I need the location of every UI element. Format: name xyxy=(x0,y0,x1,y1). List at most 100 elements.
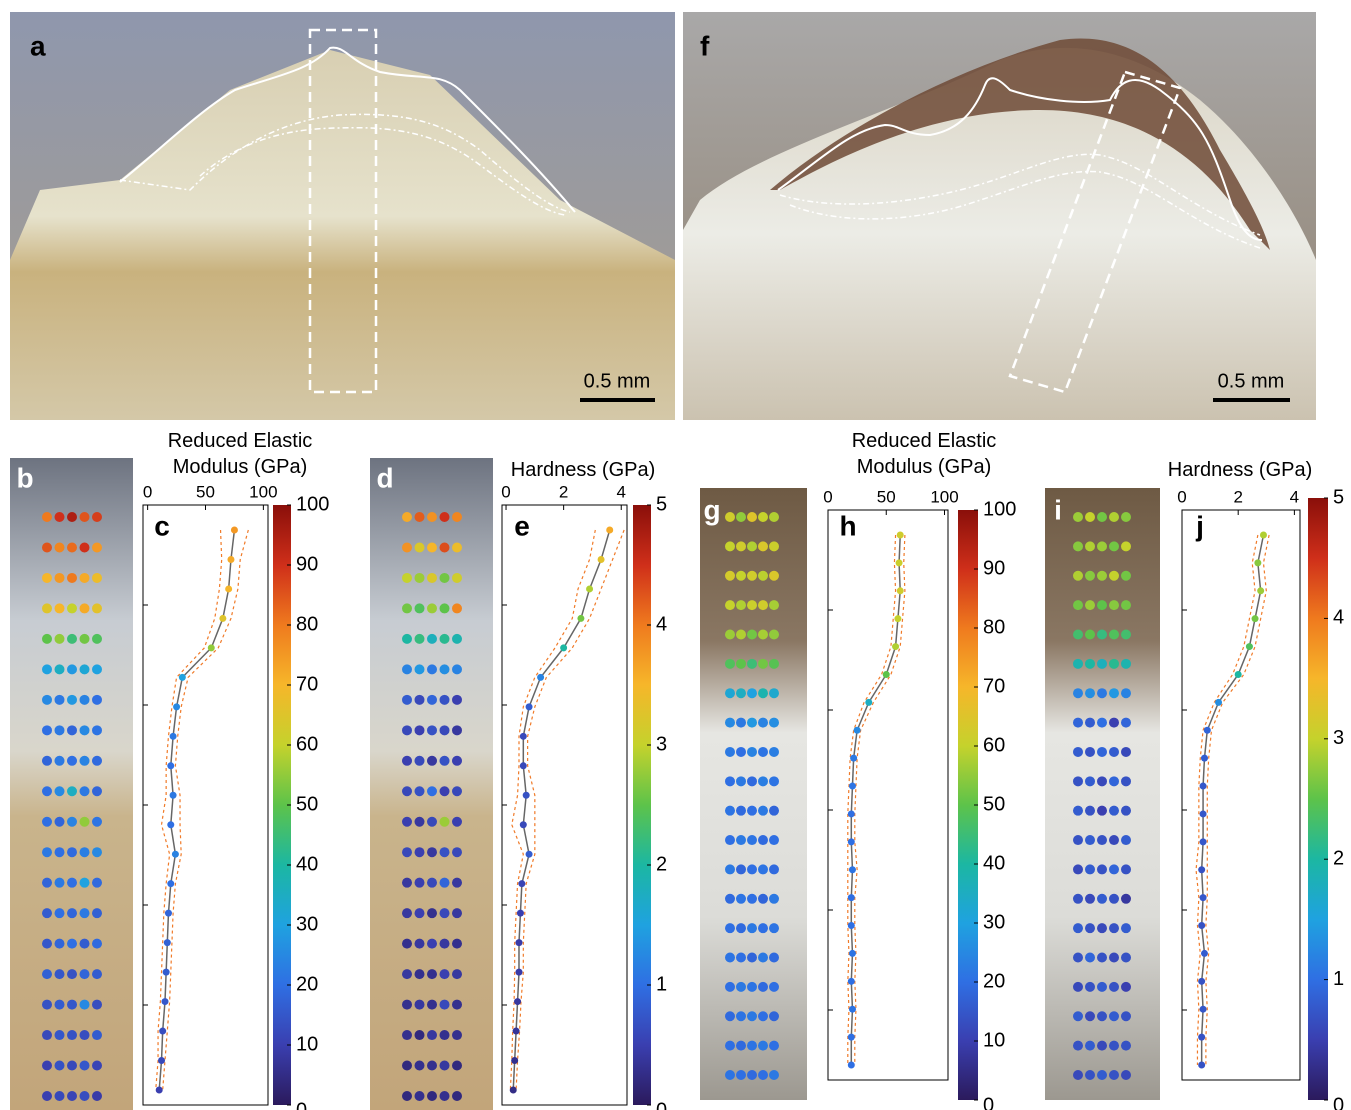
indent-dot xyxy=(769,512,779,522)
panel-letter: j xyxy=(1195,510,1204,541)
indent-dot xyxy=(80,908,90,918)
axis-title: Reduced Elastic Modulus (GPa) xyxy=(140,428,340,480)
indent-dot xyxy=(1085,894,1095,904)
indent-dot xyxy=(1085,1070,1095,1080)
profile-point xyxy=(1254,559,1261,566)
profile-point xyxy=(854,727,861,734)
indent-dot xyxy=(415,1000,425,1010)
colorbar-label: 2 xyxy=(656,853,667,875)
indent-dot xyxy=(55,1061,65,1071)
indent-dot xyxy=(769,953,779,963)
scale-label: 0.5 mm xyxy=(584,370,651,392)
indent-dot xyxy=(1109,747,1119,757)
indent-dot xyxy=(67,908,77,918)
colorbar-label: 30 xyxy=(983,911,1005,933)
indent-dot xyxy=(1073,747,1083,757)
indent-dot xyxy=(92,512,102,522)
indent-dot xyxy=(427,786,437,796)
indent-dot xyxy=(92,1091,102,1101)
indent-dot xyxy=(1085,629,1095,639)
indent-dot xyxy=(725,629,735,639)
profile-point xyxy=(165,910,172,917)
colorbar-label: 4 xyxy=(1333,607,1344,629)
colorbar-label: 10 xyxy=(983,1029,1005,1051)
indent-dot xyxy=(92,817,102,827)
indent-dot xyxy=(758,541,768,551)
indent-dot xyxy=(1085,953,1095,963)
indent-dot xyxy=(1073,571,1083,581)
indent-dot xyxy=(1097,1011,1107,1021)
indent-dot xyxy=(452,695,462,705)
indent-dot xyxy=(452,542,462,552)
indent-dot xyxy=(769,894,779,904)
scale-label: 0.5 mm xyxy=(1218,370,1285,392)
indent-dot xyxy=(427,542,437,552)
indent-dot xyxy=(758,600,768,610)
indent-dot xyxy=(1097,512,1107,522)
profile-point xyxy=(1252,615,1259,622)
profile-point xyxy=(179,674,186,681)
indent-dot xyxy=(736,894,746,904)
indent-dot xyxy=(1073,629,1083,639)
indent-dot xyxy=(747,894,757,904)
profile-point xyxy=(158,1057,165,1064)
indent-dot xyxy=(1121,571,1131,581)
indent-dot xyxy=(402,664,412,674)
indent-dot xyxy=(1097,659,1107,669)
indent-dot xyxy=(67,1091,77,1101)
profile-point xyxy=(163,969,170,976)
colorbar-label: 1 xyxy=(1333,968,1344,990)
profile-point xyxy=(1260,532,1267,539)
indent-dot xyxy=(42,1030,52,1040)
indent-dot xyxy=(402,756,412,766)
indent-dot xyxy=(67,603,77,613)
indent-dot xyxy=(1121,776,1131,786)
indent-dot xyxy=(1121,953,1131,963)
indent-dot xyxy=(1097,835,1107,845)
indent-dot xyxy=(440,664,450,674)
indent-dot xyxy=(747,571,757,581)
indent-dot xyxy=(42,1061,52,1071)
indent-dot xyxy=(1073,659,1083,669)
indent-dot xyxy=(92,969,102,979)
indent-dot xyxy=(415,786,425,796)
indent-dot xyxy=(67,969,77,979)
panel-letter: d xyxy=(376,462,393,493)
indent-dot xyxy=(92,664,102,674)
indent-dot xyxy=(1085,541,1095,551)
indent-dot xyxy=(769,571,779,581)
indent-dot xyxy=(42,573,52,583)
x-tick-label: 0 xyxy=(501,482,510,501)
indent-dot xyxy=(1109,629,1119,639)
indent-dot xyxy=(1073,1041,1083,1051)
indent-dot xyxy=(452,878,462,888)
indent-dot xyxy=(402,695,412,705)
indent-dot xyxy=(1109,659,1119,669)
indent-dot xyxy=(725,923,735,933)
indent-dot xyxy=(725,688,735,698)
indent-dot xyxy=(1073,718,1083,728)
profile-point xyxy=(1201,755,1208,762)
profile-point xyxy=(848,838,855,845)
indent-dot xyxy=(725,541,735,551)
indent-dot xyxy=(42,1000,52,1010)
profile-point xyxy=(1200,1006,1207,1013)
indent-dot xyxy=(1121,1011,1131,1021)
indent-dot xyxy=(67,695,77,705)
photo-strip xyxy=(10,458,133,1110)
indent-dot xyxy=(758,1070,768,1080)
indent-dot xyxy=(92,695,102,705)
indent-dot xyxy=(92,756,102,766)
plot-frame xyxy=(828,510,948,1080)
indent-dot xyxy=(1109,571,1119,581)
profile-point xyxy=(1257,587,1264,594)
colorbar-label: 3 xyxy=(656,733,667,755)
profile-point xyxy=(849,1006,856,1013)
indent-dot xyxy=(80,786,90,796)
colorbar-label: 80 xyxy=(296,613,318,635)
indent-dot xyxy=(758,1041,768,1051)
indent-dot xyxy=(1109,776,1119,786)
indent-dot xyxy=(769,688,779,698)
panel-letter: b xyxy=(16,462,33,493)
profile-point xyxy=(850,755,857,762)
